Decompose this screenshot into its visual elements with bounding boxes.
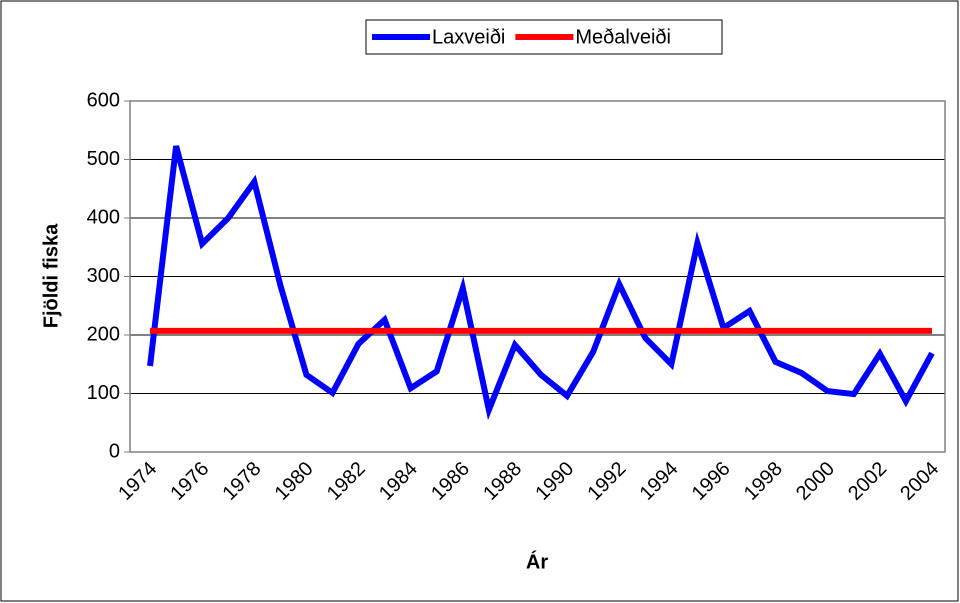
y-tick-label: 300: [87, 265, 120, 287]
y-tick-label: 200: [87, 323, 120, 345]
y-tick-label: 500: [87, 148, 120, 170]
legend-label: Laxveiði: [432, 26, 505, 48]
y-tick-label: 600: [87, 89, 120, 111]
plot-border: [129, 100, 946, 453]
series-line: [147, 145, 935, 421]
y-axis-label: Fjöldi fiska: [40, 223, 62, 328]
x-axis-label: Ár: [526, 550, 548, 573]
y-tick-label: 100: [87, 382, 120, 404]
legend-label: Meðalveiði: [575, 26, 671, 48]
y-tick-label: 400: [87, 206, 120, 228]
y-tick-label: 0: [109, 440, 120, 462]
